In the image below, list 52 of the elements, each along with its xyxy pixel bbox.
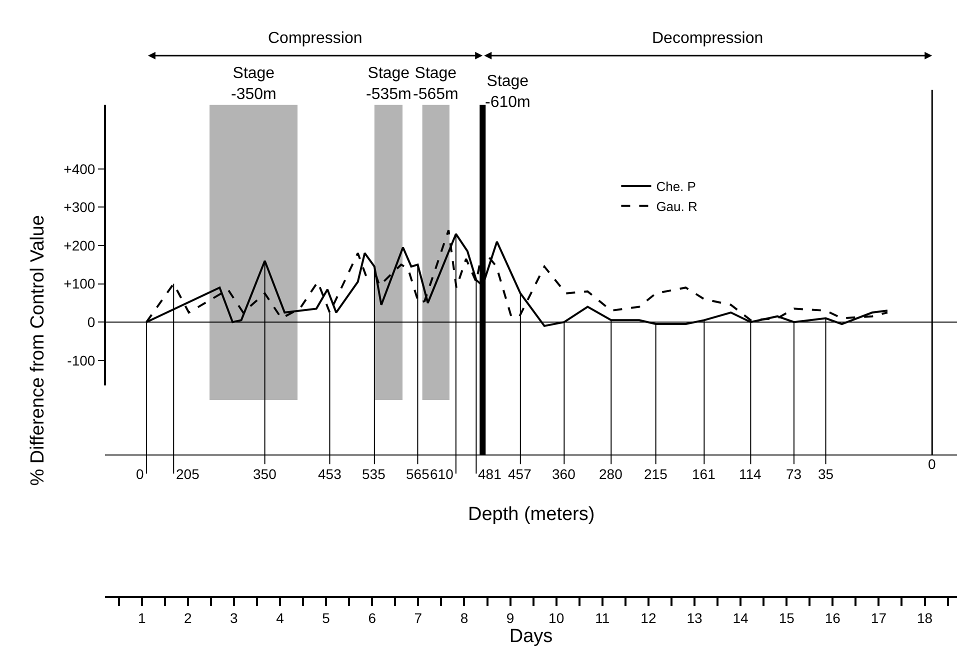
annotation: 453 — [318, 466, 342, 482]
annotation: 114 — [739, 466, 762, 482]
legend-label: Che. P — [656, 179, 696, 194]
annotation: 280 — [599, 466, 623, 482]
annotation: 457 — [508, 466, 532, 482]
y-tick-label: -100 — [67, 352, 96, 368]
x-tick-label: 16 — [824, 610, 841, 626]
y-tick-label: +400 — [64, 160, 96, 177]
x-axis-title: Days — [509, 626, 553, 648]
annotation: Depth (meters) — [468, 504, 595, 525]
x-tick-label: 3 — [230, 610, 238, 626]
annotation: 350 — [253, 466, 277, 482]
annotation: 535 — [362, 466, 386, 482]
text: Compression — [268, 30, 362, 47]
legend-label: Gau. R — [656, 198, 698, 214]
annotation: 161 — [692, 466, 716, 482]
y-tick-label: 0 — [87, 314, 96, 330]
x-tick-label: 5 — [322, 610, 330, 626]
annotation: 481 — [478, 466, 502, 482]
band-label: Stage -350m — [231, 65, 276, 103]
y-tick-label: +200 — [64, 237, 96, 254]
x-tick-label: 18 — [916, 610, 933, 626]
y-axis-title: % Difference from Control Value — [28, 215, 49, 486]
x-tick-label: 4 — [276, 610, 284, 626]
x-tick-label: 9 — [506, 610, 514, 626]
x-tick-label: 7 — [414, 610, 422, 626]
y-tick-label: +300 — [64, 199, 96, 216]
band-label: Stage -535m — [366, 65, 412, 103]
x-tick-label: 14 — [732, 610, 749, 626]
annotation: 360 — [552, 466, 576, 482]
text: Decompression — [652, 30, 764, 47]
x-tick-label: 2 — [184, 610, 192, 626]
annotation: 0 — [928, 456, 936, 472]
x-tick-label: 17 — [870, 610, 887, 626]
x-tick-label: 11 — [595, 610, 610, 626]
annotation: 73 — [786, 466, 802, 482]
ref-line-label: Stage -610m — [485, 73, 530, 111]
x-tick-label: 1 — [138, 610, 146, 626]
annotation: 610 — [430, 466, 454, 482]
y-tick-label: +100 — [64, 276, 96, 292]
annotation: 215 — [644, 466, 668, 482]
x-tick-label: 13 — [686, 610, 702, 626]
x-tick-label: 6 — [368, 610, 376, 626]
x-tick-label: 15 — [778, 610, 795, 626]
annotation: 0 — [136, 466, 144, 482]
annotation: 565 — [406, 466, 430, 482]
annotation: 35 — [818, 466, 834, 482]
x-tick-label: 8 — [460, 610, 468, 626]
band-label: Stage -565m — [413, 65, 458, 103]
annotation: 205 — [176, 466, 200, 482]
x-tick-label: 10 — [548, 610, 564, 626]
x-tick-label: 12 — [640, 610, 656, 626]
